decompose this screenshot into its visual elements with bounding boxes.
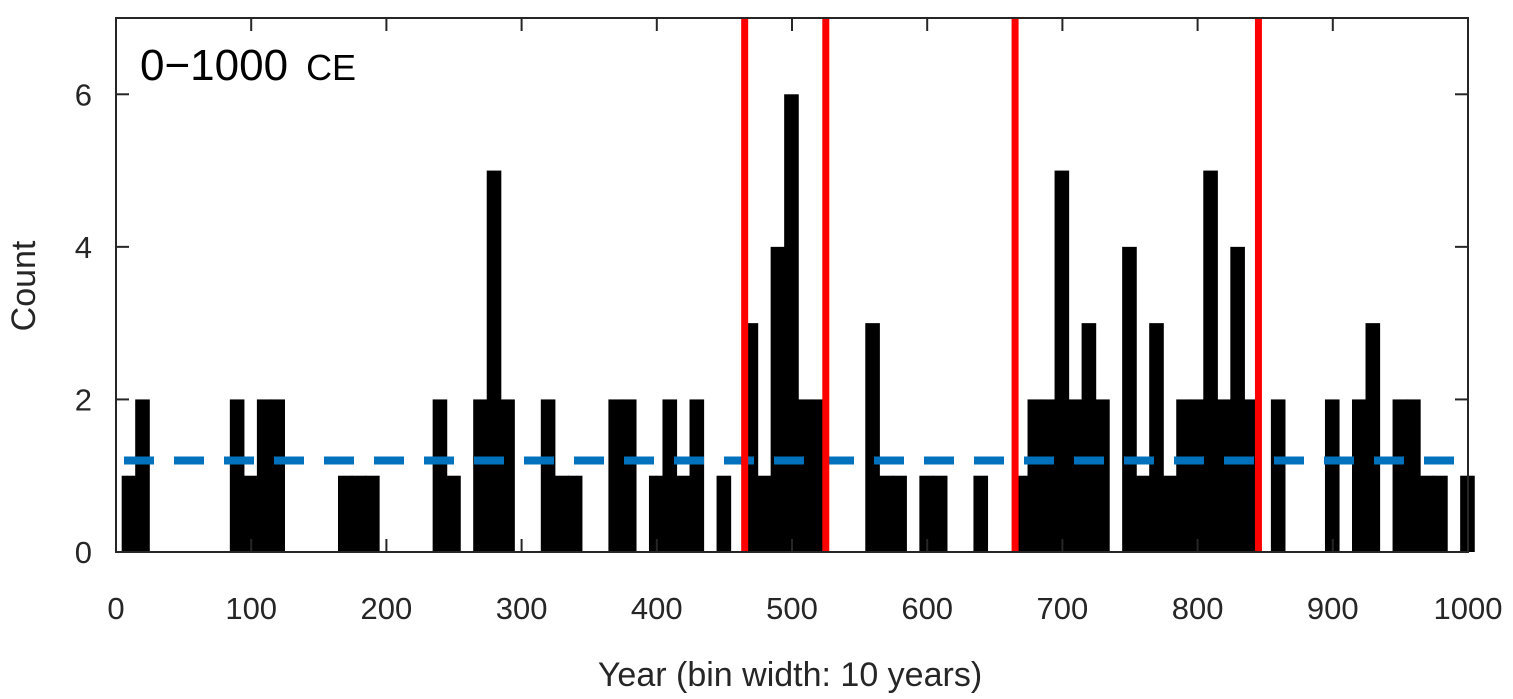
bar-330 [554,475,569,552]
bar-930 [1365,323,1381,552]
bar-780 [1162,475,1178,552]
bar-480 [757,475,772,552]
bar-430 [689,399,705,552]
bar-110 [256,399,272,552]
y-tick-label-0: 0 [75,535,92,570]
bar-90 [229,399,245,552]
bar-120 [270,399,285,552]
bar-500 [784,94,799,553]
bar-490 [770,246,786,552]
bar-290 [500,399,515,552]
bar-690 [1041,399,1056,552]
bar-340 [567,475,583,552]
bar-520 [811,399,826,552]
bar-510 [797,399,813,552]
bar-830 [1230,246,1245,552]
bar-770 [1149,323,1164,552]
y-tick-label-4: 4 [75,230,92,265]
bar-250 [446,475,461,552]
bar-710 [1068,399,1083,552]
bar-420 [675,475,691,552]
bar-810 [1203,170,1218,553]
bar-820 [1216,399,1232,552]
bar-760 [1135,475,1151,552]
bar-240 [432,399,448,552]
bar-370 [608,399,623,552]
x-tick-label-900: 900 [1307,591,1359,626]
bar-840 [1243,399,1259,552]
bar-960 [1406,399,1421,552]
bar-100 [243,475,258,552]
y-tick-labels: 0 2 4 6 [75,77,92,570]
x-axis-title: Year (bin width: 10 years) [598,656,982,694]
x-tick-label-300: 300 [496,591,548,626]
bar-560 [865,323,880,552]
bar-720 [1081,323,1097,552]
bar-570 [878,475,894,552]
bar-860 [1270,399,1286,552]
bar-790 [1176,399,1191,552]
bar-610 [932,475,948,552]
x-tick-label-1000: 1000 [1434,591,1503,626]
bar-730 [1095,399,1110,552]
bar-190 [365,475,380,552]
bar-20 [135,399,150,552]
bar-10 [121,475,137,552]
x-tick-label-400: 400 [631,591,683,626]
x-tick-label-600: 600 [901,591,953,626]
bar-180 [351,475,367,552]
bar-380 [621,399,637,552]
x-tick-label-0: 0 [107,591,124,626]
bar-410 [662,399,678,552]
bar-800 [1189,399,1205,552]
x-tick-label-500: 500 [766,591,818,626]
x-tick-label-700: 700 [1037,591,1089,626]
x-tick-label-200: 200 [361,591,413,626]
x-tick-label-800: 800 [1172,591,1224,626]
bar-600 [919,475,934,552]
bar-970 [1419,475,1435,552]
bar-170 [337,475,353,552]
bar-950 [1392,399,1408,552]
x-tick-labels: 0 100 200 300 400 500 600 700 800 900 1000 [107,591,1502,626]
period-annotation: 0−1000 CE [140,41,356,90]
y-tick-label-2: 2 [75,382,92,417]
bar-400 [648,475,664,552]
bar-980 [1433,475,1448,552]
y-axis-title: Count [5,240,43,331]
bar-580 [892,475,907,552]
bar-270 [473,399,488,552]
bar-700 [1054,170,1070,553]
bar-450 [716,475,732,552]
y-tick-label-6: 6 [75,77,92,112]
bar-280 [486,170,502,553]
axis-ticks [115,18,1469,553]
period-annotation-sub: CE [306,47,356,88]
bar-640 [973,475,989,552]
bar-750 [1122,246,1137,552]
x-tick-label-100: 100 [225,591,277,626]
bar-680 [1027,399,1043,552]
bar-920 [1351,399,1367,552]
bar-900 [1324,399,1340,552]
red-marker-lines [741,18,1262,552]
period-annotation-main: 0−1000 [140,41,288,90]
bar-320 [540,399,556,552]
histogram-bars [121,94,1475,553]
